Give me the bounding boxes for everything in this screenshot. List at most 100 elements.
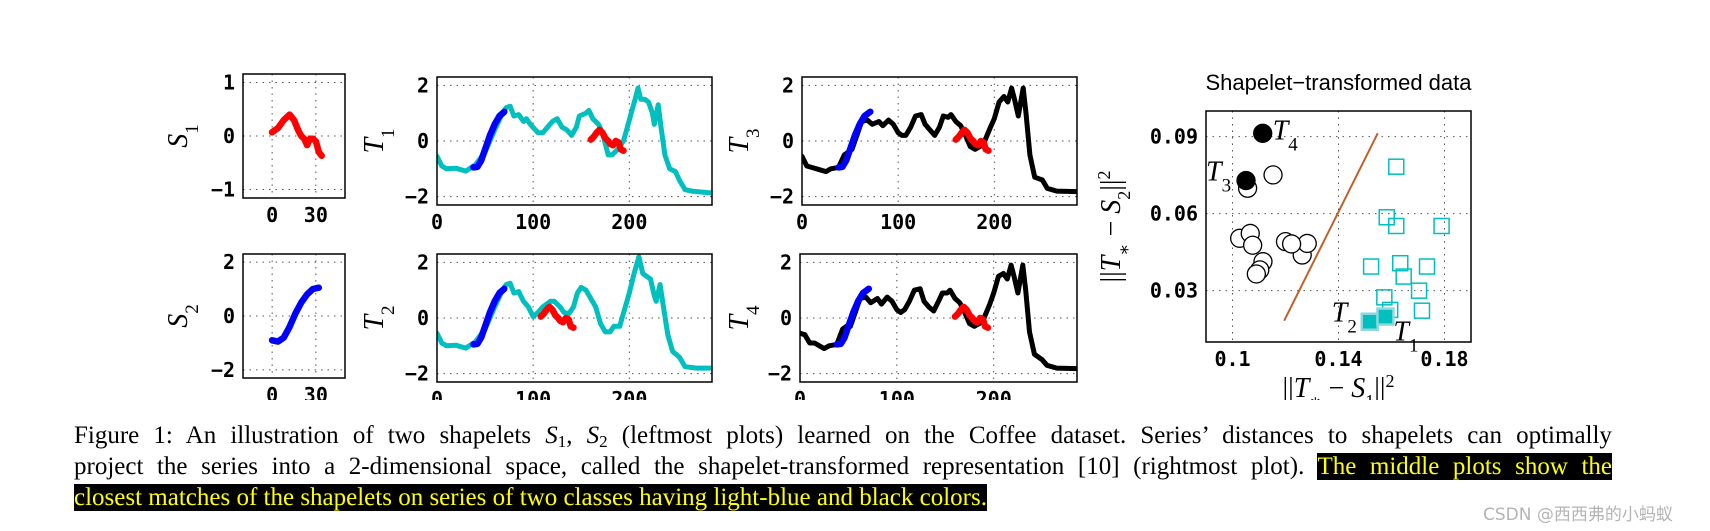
x-tick-label: 100	[879, 387, 915, 400]
y-tick-label: 1	[223, 71, 235, 95]
x-tick-label: 0.14	[1314, 347, 1362, 371]
y-axis-label: T4	[724, 305, 764, 331]
scatter-point-square	[1376, 289, 1393, 306]
watermark: CSDN @西西弗的小蚂蚁	[1483, 505, 1673, 525]
x-tick-label: 30	[304, 383, 328, 400]
label-part-base: T	[1096, 253, 1127, 271]
label-part-base2: S	[1351, 373, 1365, 400]
scatter-point-circle	[1242, 235, 1263, 255]
plot-frame	[436, 253, 713, 383]
y-tick-label: 0.03	[1150, 279, 1198, 303]
x-tick-label: 0	[266, 383, 278, 400]
plot-frame	[801, 76, 1078, 206]
label-part-post: ||	[1374, 373, 1385, 400]
y-tick-label: 0	[223, 124, 235, 148]
y-tick-label: −2	[770, 185, 794, 209]
series-line-T1-series	[437, 85, 712, 196]
x-tick-label: 0	[431, 210, 443, 234]
scatter-point-square	[1413, 302, 1431, 319]
caption-text: Figure 1: An illustration of two shapele…	[74, 422, 546, 449]
math-base: T	[1393, 317, 1411, 348]
label-part-post: ||	[1096, 179, 1127, 190]
series-line-S1-shapelet	[268, 111, 325, 160]
math-sub: 2	[599, 432, 608, 451]
label-part-sub: ∗	[1309, 391, 1321, 400]
label-part-mid: −	[1096, 214, 1127, 244]
caption-math-s2: S2	[586, 422, 608, 451]
scatter-point-square	[1418, 258, 1436, 275]
math-base: S	[163, 134, 194, 148]
math-base: S	[586, 422, 600, 449]
y-tick-label: 2	[417, 73, 429, 97]
math-base: T	[359, 136, 390, 154]
math-base: T	[1273, 115, 1291, 146]
math-base: T	[1332, 298, 1350, 329]
x-axis-label: ||T∗ − S1||2	[1282, 371, 1394, 400]
scatter-point-circle	[1263, 165, 1283, 185]
series-line-T1-match-S1	[587, 126, 627, 154]
label-part-sup: 2	[1094, 170, 1114, 179]
series-line-T2-series	[437, 254, 712, 371]
y-tick-label: 0	[417, 306, 429, 330]
series-line-T3-match-S1	[952, 126, 992, 154]
series-line-S2-shapelet	[268, 284, 323, 345]
y-axis-label: T2	[359, 305, 399, 330]
y-tick-label: −1	[211, 177, 235, 201]
math-sub: 4	[743, 305, 764, 315]
label-part-mid: −	[1322, 373, 1352, 400]
scatter-point-filled-circle	[1236, 170, 1256, 191]
series-line-T4-match-S2	[833, 285, 873, 348]
caption-line-3: closest matches of the shapelets on seri…	[74, 482, 1612, 513]
x-tick-label: 200	[976, 387, 1012, 400]
math-base: T	[724, 136, 755, 154]
y-axis-label: T3	[724, 128, 764, 153]
series-line-T2-match-S1	[537, 303, 577, 331]
math-sub: 1	[1409, 335, 1419, 356]
x-tick-label: 0	[794, 387, 806, 400]
x-tick-label: 100	[515, 210, 551, 234]
scatter-point-filled-circle	[1253, 123, 1273, 143]
label-part-sup: 2	[1386, 371, 1395, 391]
y-tick-label: 2	[417, 250, 429, 274]
caption-line-1: Figure 1: An illustration of two shapele…	[74, 420, 1612, 451]
caption-highlight: The middle plots show the	[1317, 453, 1613, 480]
math-sub: 3	[1222, 175, 1232, 196]
caption-text: ,	[566, 422, 587, 449]
math-sub: 3	[743, 128, 764, 138]
series-line-T2-match-S2	[470, 285, 508, 348]
decision-boundary-line	[1283, 132, 1379, 322]
plot-frame	[1205, 110, 1472, 343]
caption-highlight: closest matches of the shapelets on seri…	[74, 484, 987, 511]
label-part-pre: ||	[1282, 373, 1293, 400]
math-sub: 2	[378, 305, 399, 315]
series-line-T1-match-S2	[470, 108, 508, 171]
scatter-point-square	[1388, 217, 1405, 235]
plot-frame	[242, 253, 346, 379]
label-part-base2: S	[1096, 200, 1127, 214]
scatter-point-square	[1410, 282, 1428, 299]
x-tick-label: 200	[976, 210, 1012, 234]
y-tick-label: 2	[782, 73, 794, 97]
label-part-sub2: 1	[1365, 391, 1374, 400]
math-sub: 1	[378, 128, 399, 138]
scatter-point-square	[1433, 217, 1450, 235]
y-axis-label: S2	[163, 304, 203, 328]
y-tick-label: 0.06	[1150, 202, 1198, 226]
y-axis-label: T1	[359, 128, 399, 153]
plot-frame	[436, 76, 713, 206]
chart-title: Shapelet−transformed data	[1205, 70, 1472, 95]
x-tick-label: 30	[304, 203, 328, 227]
point-annotation: T1	[1393, 317, 1418, 357]
math-base: S	[163, 314, 194, 328]
point-annotation: T3	[1206, 157, 1231, 197]
y-axis-label: ||T∗ − S2||2	[1094, 170, 1134, 282]
math-sub: 2	[1347, 316, 1357, 337]
y-tick-label: 0	[223, 304, 235, 328]
